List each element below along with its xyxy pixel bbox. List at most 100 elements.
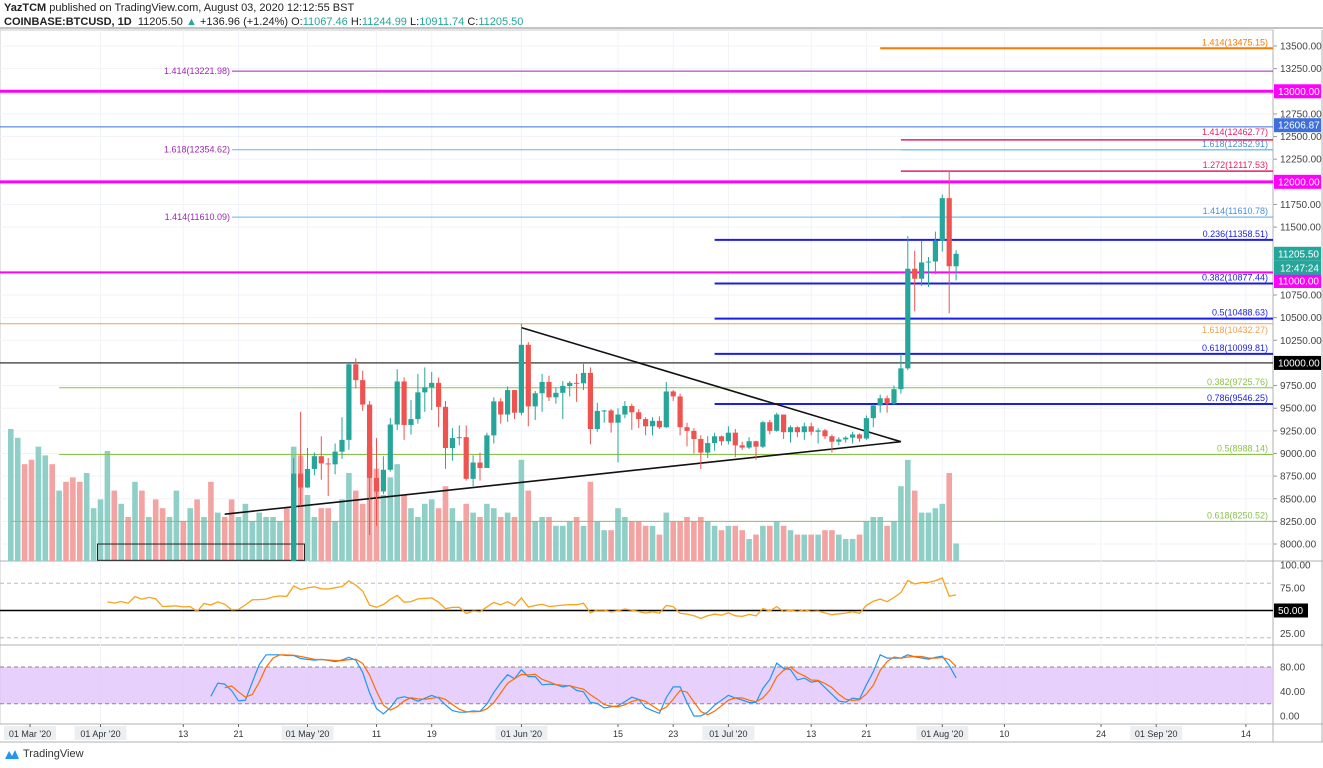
candle-body <box>746 441 752 448</box>
volume-bar <box>863 521 870 561</box>
candle-body <box>367 404 373 478</box>
candles <box>291 170 959 561</box>
triangle-lower-line <box>224 440 901 515</box>
volume-bar <box>711 525 718 561</box>
candle <box>601 410 607 423</box>
candle-body <box>339 439 345 452</box>
volume-bar <box>235 517 242 561</box>
volume-bar <box>642 525 649 561</box>
symbol[interactable]: COINBASE:BTCUSD, 1D <box>4 16 132 28</box>
candle-body <box>291 473 297 561</box>
candle <box>836 437 842 446</box>
candle <box>643 417 649 436</box>
time-tick-bg <box>1130 726 1183 740</box>
candle-body <box>787 427 794 433</box>
candle <box>298 411 304 506</box>
candle-body <box>608 410 614 423</box>
volume-bar <box>932 508 939 561</box>
volume-bar <box>422 503 428 561</box>
price-tick-label: 9000.00 <box>1280 449 1317 460</box>
candle <box>380 456 386 495</box>
volume-bar <box>615 508 621 561</box>
volume-bar <box>180 521 187 561</box>
price-badge-label: 11205.50 <box>1278 249 1319 260</box>
candle-body <box>877 398 883 406</box>
volume-bar <box>90 508 97 561</box>
level-label: 1.414(11610.78) <box>1203 206 1268 216</box>
tradingview-brand[interactable]: TradingView <box>4 748 84 760</box>
level-label: 0.786(9546.25) <box>1207 393 1268 403</box>
publisher[interactable]: YazTCM <box>4 2 47 14</box>
candle-body <box>753 441 759 447</box>
volume-bar <box>753 534 759 561</box>
candle-body <box>663 391 669 428</box>
countdown-label: 12:47:24 <box>1280 263 1319 274</box>
candle-body <box>408 419 414 425</box>
candle <box>332 443 338 475</box>
candle <box>794 426 800 438</box>
candle <box>870 404 876 428</box>
triangle-upper-line <box>521 326 902 443</box>
time-tick-bg <box>281 726 334 740</box>
volume-bar <box>415 517 421 561</box>
volume-bar <box>546 517 552 561</box>
candle-body <box>587 372 593 430</box>
price-badge-label: 11000.00 <box>1278 277 1319 288</box>
volume-bar <box>594 521 601 561</box>
candle <box>787 425 794 443</box>
volume-bar <box>870 517 877 561</box>
time-tick-label: 01 Aug '20 <box>921 729 963 739</box>
volume-bar <box>573 517 580 561</box>
volume-bar <box>146 517 152 561</box>
range-box <box>97 543 305 561</box>
time-tick-bg <box>4 726 56 740</box>
plot-area <box>0 29 1274 725</box>
time-tick-label: 24 <box>1096 729 1106 739</box>
price-tick-label: 13500.00 <box>1280 42 1322 53</box>
price-tick-label: 8000.00 <box>1280 540 1317 551</box>
volume-bar <box>891 521 897 561</box>
volume-bar <box>353 490 359 561</box>
time-tick-bg <box>495 726 548 740</box>
candle <box>843 436 849 443</box>
volume-bar <box>815 534 821 561</box>
candle <box>622 400 628 419</box>
volume-bar <box>553 525 559 561</box>
candle-body <box>532 393 538 407</box>
candle <box>408 400 414 435</box>
level-label: 0.5(8988.14) <box>1217 444 1268 454</box>
price-tick-label: 8500.00 <box>1280 494 1317 505</box>
price-tick-label: 9500.00 <box>1280 404 1317 415</box>
candle <box>415 373 421 424</box>
volume-bar <box>504 512 511 561</box>
price-change: +136.96 (+1.24%) <box>199 16 289 28</box>
candle <box>539 373 545 412</box>
volume-bar <box>725 525 732 561</box>
candle-body <box>511 390 518 413</box>
candle-body <box>525 344 531 407</box>
volume-bar <box>856 534 863 561</box>
candle-body <box>311 456 317 469</box>
price-tick-label: 10250.00 <box>1280 336 1322 347</box>
candle-body <box>856 434 863 439</box>
candle <box>877 394 883 413</box>
volume-bar <box>228 499 235 561</box>
volume-bar <box>270 517 276 561</box>
candle <box>484 432 490 468</box>
volume-bar <box>318 508 325 561</box>
price-badge <box>1274 118 1321 133</box>
candle-body <box>829 436 835 442</box>
candle <box>436 377 442 428</box>
price-badge-label: 10000.00 <box>1278 358 1320 369</box>
candle <box>525 342 531 427</box>
candle <box>919 240 925 286</box>
price-badge <box>1274 355 1321 370</box>
volume-bar <box>760 525 766 561</box>
candle-body <box>332 451 338 465</box>
time-tick-label: 23 <box>668 729 678 739</box>
volume-bar <box>118 503 124 561</box>
close-value: 11205.50 <box>478 16 524 28</box>
volume-bar <box>449 508 456 561</box>
candle <box>891 385 897 405</box>
